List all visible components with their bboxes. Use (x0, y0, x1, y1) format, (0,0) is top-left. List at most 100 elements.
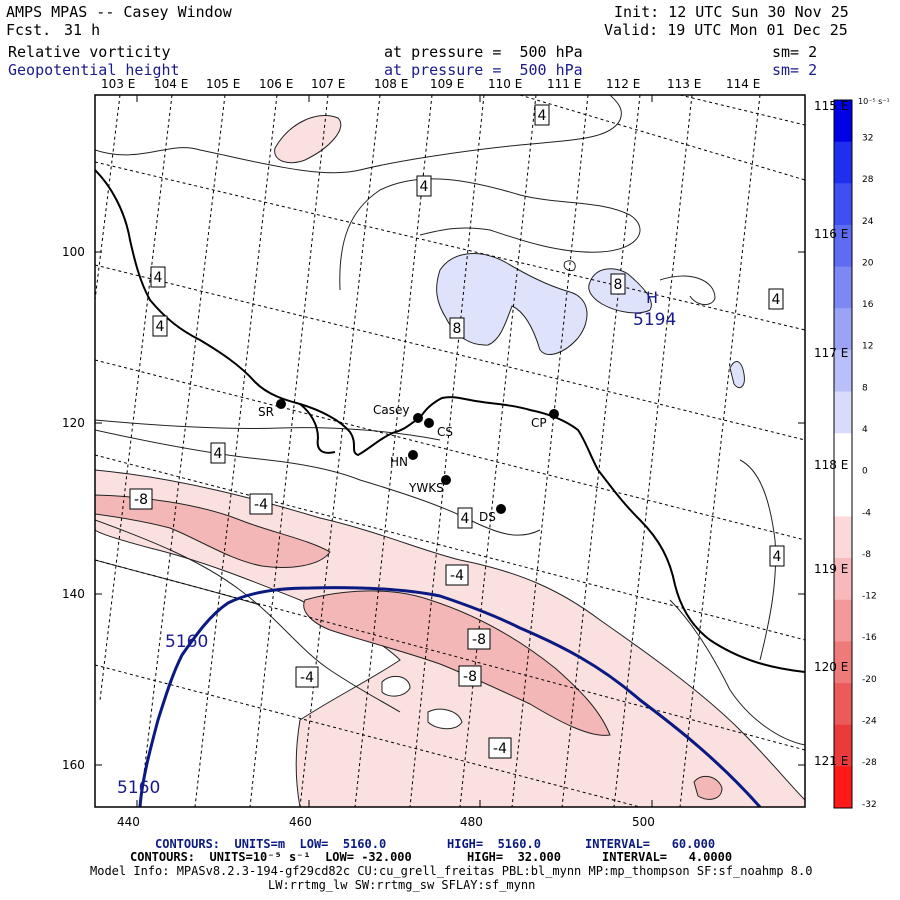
map-title: AMPS MPAS -- Casey Window (6, 3, 232, 21)
lon-label-right: 116 E (814, 227, 849, 241)
contour-label-box (457, 507, 473, 529)
lon-label-top: 103 E (101, 77, 136, 91)
contour-label-text: 4 (420, 179, 429, 195)
contour-label-box (416, 175, 432, 197)
colorbar-segment (834, 100, 852, 143)
contour-label-text: 8 (614, 277, 623, 293)
contour-label-text: 4 (156, 319, 165, 335)
colorbar-segment (834, 349, 852, 393)
station-label-sr: SR (258, 405, 274, 419)
height-high-marker: H (646, 288, 659, 307)
colorbar-segment (834, 391, 852, 434)
x-tick-label: 480 (460, 815, 483, 829)
lon-label-top: 114 E (726, 77, 761, 91)
height-contour-5160 (138, 586, 762, 807)
contour-label-text: 4 (772, 292, 781, 308)
field1-pressure: at pressure = 500 hPa (384, 43, 583, 61)
vorticity-positive-area (729, 360, 745, 389)
vorticity-negative-area (274, 115, 342, 164)
contour-label-box (295, 666, 319, 688)
colorbar-segment (834, 141, 852, 184)
footer-vorticity-interval: INTERVAL= 4.0000 (602, 850, 733, 864)
contour-label-text: -4 (254, 497, 268, 513)
contour-label-text: -8 (134, 492, 148, 508)
colorbar: 32 28 24 20 16 12 8 4 0 -4 -8 -12 -16 -20 -24 -28 -32 (833, 99, 877, 810)
height-high-value: 5194 (633, 310, 677, 330)
axis-ticks (95, 95, 805, 807)
footer-height-contours: CONTOURS: UNITS=m LOW= 5160.0 (155, 837, 387, 851)
x-tick-label: 500 (632, 815, 655, 829)
contour-label-text: 4 (154, 270, 163, 286)
colorbar-segment (834, 266, 852, 309)
station-marker-casey[interactable] (413, 413, 423, 423)
station-label-ds: DS (479, 510, 496, 524)
lon-label-right: 117 E (814, 346, 849, 360)
lon-label-top: 107 E (311, 77, 346, 91)
colorbar-frame (833, 99, 853, 809)
contour-label-box (467, 628, 491, 650)
colorbar-level-label: 24 (862, 217, 874, 227)
contour-label-box (769, 545, 785, 567)
station-label-cp: CP (531, 416, 547, 430)
lon-label-top: 113 E (667, 77, 702, 91)
colorbar-level-label: 16 (862, 300, 874, 310)
station-marker-ywks[interactable] (441, 475, 451, 485)
station-marker-cp[interactable] (549, 409, 559, 419)
coastline (299, 403, 336, 454)
station-label-ywks: YWKS (409, 481, 444, 495)
valid-time: Valid: 19 UTC Mon 01 Dec 25 (604, 21, 848, 39)
height-contour-label: 5160 (117, 778, 161, 798)
station-marker-ds[interactable] (496, 504, 506, 514)
colorbar-level-label: -16 (862, 633, 877, 643)
contour-label-box (249, 493, 273, 515)
y-tick-label: 100 (62, 245, 85, 259)
contour-label-box (458, 665, 482, 687)
colorbar-level-label: -4 (862, 508, 871, 518)
station-marker-sr[interactable] (276, 399, 286, 409)
station-marker-cs[interactable] (424, 418, 434, 428)
contour-label-text: 4 (538, 108, 547, 124)
contour-label-box (150, 266, 166, 288)
colorbar-segment (834, 224, 852, 268)
height-contour-label: 5160 (165, 632, 209, 652)
lon-label-top: 111 E (547, 77, 582, 91)
colorbar-segment (834, 683, 852, 726)
station-label-hn: HN (390, 455, 408, 469)
y-tick-label: 160 (62, 758, 85, 772)
colorbar-level-label: -24 (862, 717, 877, 727)
colorbar-segment (834, 599, 852, 642)
colorbar-segment (834, 641, 852, 684)
field2-pressure: at pressure = 500 hPa (384, 61, 583, 79)
contour-label-text: 4 (773, 549, 782, 565)
contour-label-box (152, 315, 168, 337)
colorbar-level-label: -28 (862, 758, 877, 768)
station-marker-hn[interactable] (408, 450, 418, 460)
footer-physics-info: LW:rrtmg_lw SW:rrtmg_sw SFLAY:sf_mynn (268, 878, 536, 892)
contour-label-text: -8 (472, 632, 486, 648)
lon-label-top: 106 E (259, 77, 294, 91)
colorbar-segment (834, 558, 852, 601)
forecast-hour: 31 h (64, 21, 101, 39)
colorbar-level-label: 8 (862, 383, 868, 393)
contour-label-text: -4 (450, 568, 464, 584)
y-tick-label: 140 (62, 587, 85, 601)
colorbar-level-label: 32 (862, 133, 873, 143)
colorbar-level-label: -8 (862, 550, 871, 560)
station-label-casey: Casey (373, 403, 410, 417)
colorbar-segment (834, 474, 852, 517)
footer-vorticity-high: HIGH= 32.000 (467, 850, 561, 864)
contour-label-text: 4 (214, 446, 223, 462)
x-tick-label: 440 (117, 815, 140, 829)
contour-label-text: 4 (461, 511, 470, 527)
colorbar-level-label: -12 (862, 592, 877, 602)
lon-label-top: 112 E (606, 77, 641, 91)
colorbar-units: 10⁻⁵ s⁻¹ (858, 97, 890, 106)
lon-label-right: 120 E (814, 660, 849, 674)
colorbar-level-label: 28 (862, 175, 874, 185)
station-markers (276, 399, 559, 514)
colorbar-level-label: 20 (862, 258, 874, 268)
vorticity-zero-contour (381, 675, 411, 697)
lon-label-right: 115 E (814, 99, 849, 113)
field2-smoothing: sm= 2 (772, 61, 818, 79)
